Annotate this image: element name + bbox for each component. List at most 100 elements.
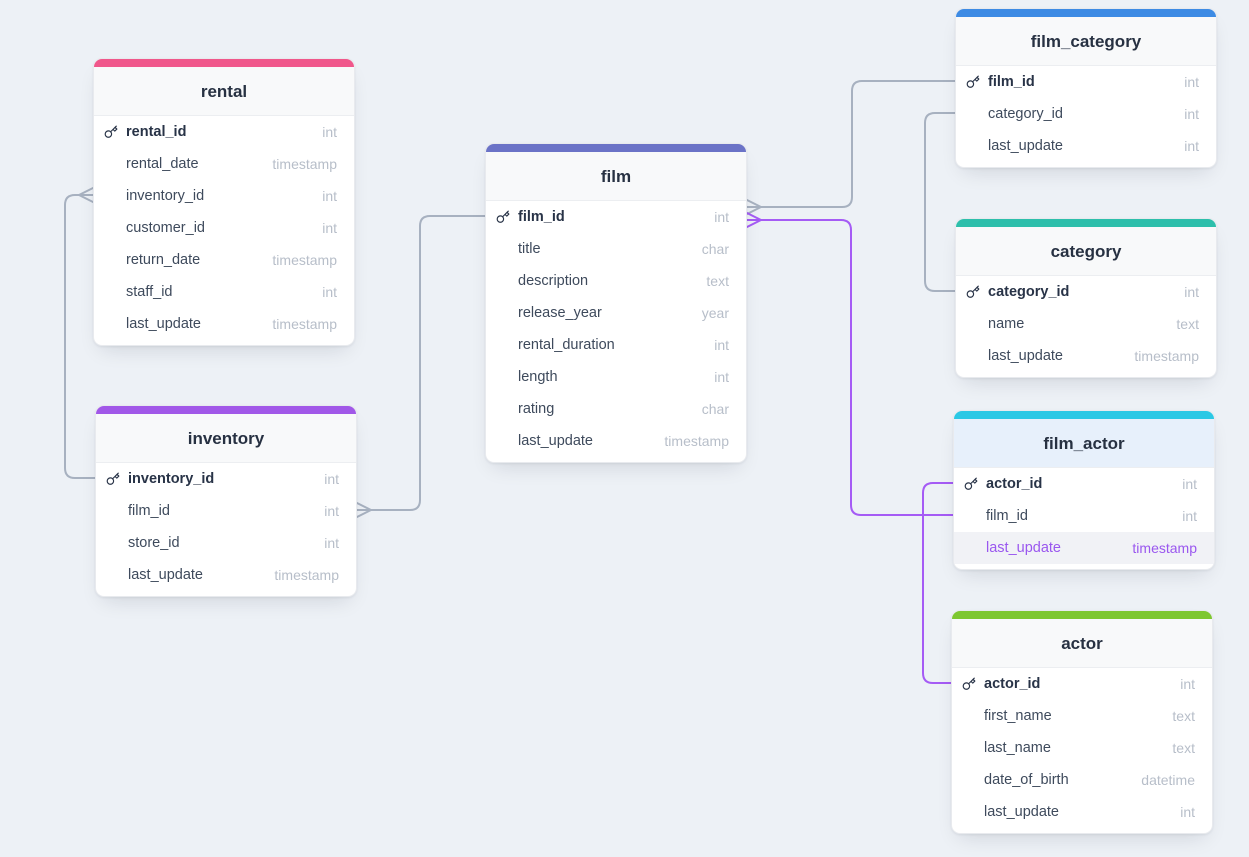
field-name: date_of_birth [984, 772, 1069, 788]
field-row[interactable]: last_update int [952, 796, 1212, 828]
field-row[interactable]: release_year year [486, 297, 746, 329]
table-film_actor[interactable]: film_actor actor_id int film_id int last… [953, 410, 1215, 570]
field-name: name [988, 316, 1025, 332]
field-row[interactable]: rental_duration int [486, 329, 746, 361]
field-row[interactable]: inventory_id int [96, 463, 356, 495]
field-type: text [1176, 316, 1199, 332]
table-title[interactable]: inventory [96, 414, 356, 463]
field-row[interactable]: last_update timestamp [94, 308, 354, 340]
crows-foot-icon [746, 199, 762, 215]
primary-key-icon [104, 125, 118, 139]
field-name: return_date [126, 252, 201, 268]
table-film_category[interactable]: film_category film_id int category_id in… [955, 8, 1217, 168]
table-title[interactable]: film [486, 152, 746, 201]
table-film[interactable]: film film_id int title char description … [485, 143, 747, 463]
field-row[interactable]: actor_id int [952, 668, 1212, 700]
table-accent-bar [952, 611, 1212, 619]
field-type: int [714, 209, 729, 225]
relationship-line[interactable] [922, 482, 954, 684]
table-inventory[interactable]: inventory inventory_id int film_id int s… [95, 405, 357, 597]
field-row[interactable]: last_name text [952, 732, 1212, 764]
field-name: last_name [984, 740, 1051, 756]
field-type: timestamp [272, 316, 337, 332]
field-type: int [1180, 676, 1195, 692]
table-accent-bar [956, 219, 1216, 227]
table-actor[interactable]: actor actor_id int first_name text last_… [951, 610, 1213, 834]
relationship-line[interactable] [370, 215, 486, 511]
field-row[interactable]: customer_id int [94, 212, 354, 244]
field-name: staff_id [126, 284, 173, 300]
field-row[interactable]: return_date timestamp [94, 244, 354, 276]
field-name: film_id [988, 74, 1035, 90]
field-row[interactable]: rental_date timestamp [94, 148, 354, 180]
field-type: int [1184, 74, 1199, 90]
field-type: int [322, 284, 337, 300]
field-row[interactable]: title char [486, 233, 746, 265]
field-name: film_id [128, 503, 170, 519]
table-title[interactable]: film_actor [954, 419, 1214, 468]
table-title[interactable]: rental [94, 67, 354, 116]
relationship-line[interactable] [760, 219, 954, 516]
field-type: timestamp [272, 252, 337, 268]
field-name: rating [518, 401, 555, 417]
field-row[interactable]: store_id int [96, 527, 356, 559]
field-type: timestamp [1134, 348, 1199, 364]
field-row-highlighted[interactable]: last_update timestamp [954, 532, 1214, 564]
field-row[interactable]: inventory_id int [94, 180, 354, 212]
field-row[interactable]: film_id int [954, 500, 1214, 532]
relationship-line[interactable] [924, 112, 956, 292]
table-category[interactable]: category category_id int name text last_… [955, 218, 1217, 378]
field-name: category_id [988, 106, 1063, 122]
field-row[interactable]: last_update timestamp [96, 559, 356, 591]
field-name: rental_date [126, 156, 199, 172]
field-type: text [1172, 708, 1195, 724]
field-row[interactable]: film_id int [96, 495, 356, 527]
field-type: year [701, 305, 729, 321]
table-title[interactable]: film_category [956, 17, 1216, 66]
field-type: char [701, 241, 729, 257]
field-name: category_id [988, 284, 1070, 300]
relationship-film_actor-actor[interactable] [922, 482, 954, 684]
field-type: int [1180, 804, 1195, 820]
table-title[interactable]: actor [952, 619, 1212, 668]
field-row[interactable]: last_update timestamp [956, 340, 1216, 372]
field-row[interactable]: first_name text [952, 700, 1212, 732]
field-name: release_year [518, 305, 602, 321]
field-name: title [518, 241, 541, 257]
relationship-film-film_category[interactable] [746, 80, 956, 215]
table-rental[interactable]: rental rental_id int rental_date timesta… [93, 58, 355, 346]
field-row[interactable]: length int [486, 361, 746, 393]
relationship-film-film_actor[interactable] [746, 212, 954, 516]
field-row[interactable]: category_id int [956, 98, 1216, 130]
field-row[interactable]: actor_id int [954, 468, 1214, 500]
table-title[interactable]: category [956, 227, 1216, 276]
field-type: int [322, 188, 337, 204]
field-type: int [322, 124, 337, 140]
field-row[interactable]: name text [956, 308, 1216, 340]
field-row[interactable]: description text [486, 265, 746, 297]
field-row[interactable]: date_of_birth datetime [952, 764, 1212, 796]
field-row[interactable]: film_id int [486, 201, 746, 233]
relationship-rental-inventory[interactable] [64, 187, 96, 479]
relationship-line[interactable] [760, 80, 956, 208]
field-name: first_name [984, 708, 1052, 724]
field-row[interactable]: staff_id int [94, 276, 354, 308]
relationship-inventory-film[interactable] [356, 215, 486, 518]
field-row[interactable]: last_update int [956, 130, 1216, 162]
relationship-line[interactable] [64, 194, 96, 479]
field-row[interactable]: rental_id int [94, 116, 354, 148]
relationship-film_category-category[interactable] [924, 112, 956, 292]
field-row[interactable]: rating char [486, 393, 746, 425]
field-name: last_update [518, 433, 593, 449]
field-row[interactable]: film_id int [956, 66, 1216, 98]
field-name: rental_id [126, 124, 187, 140]
field-row[interactable]: last_update timestamp [486, 425, 746, 457]
field-type: timestamp [274, 567, 339, 583]
primary-key-icon [106, 472, 120, 486]
field-name: last_update [986, 540, 1061, 556]
field-row[interactable]: category_id int [956, 276, 1216, 308]
primary-key-icon [966, 285, 980, 299]
